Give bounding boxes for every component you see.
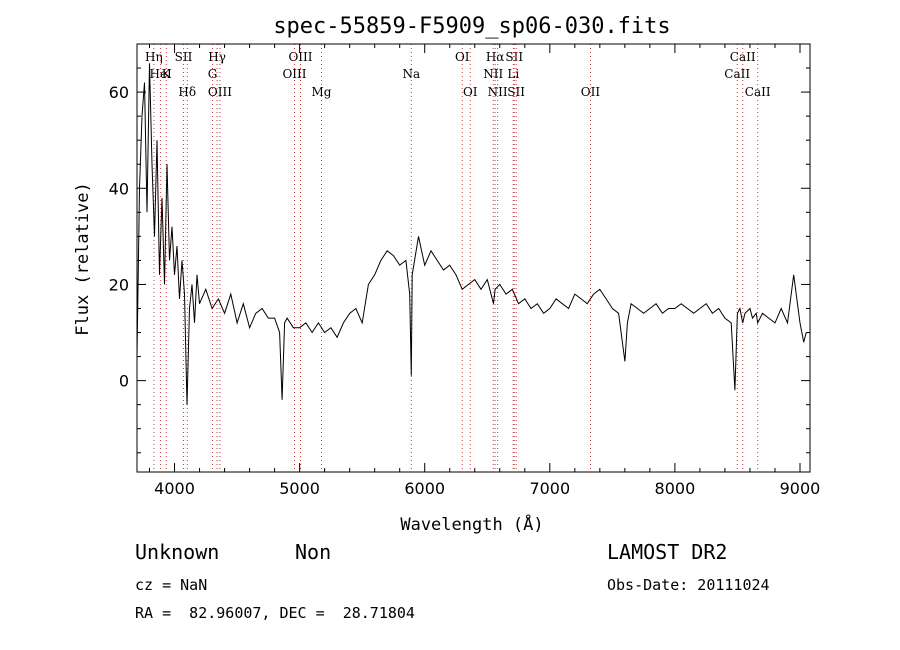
spectral-line-label: OI	[455, 50, 470, 64]
x-axis-label: Wavelength (Å)	[400, 513, 543, 535]
spectral-line-label: OIII	[208, 85, 232, 99]
observation-date: Obs-Date: 20111024	[607, 576, 770, 594]
x-tick-label: 4000	[154, 479, 195, 498]
spectral-line-label: OIII	[288, 50, 312, 64]
spectral-line-label: SII	[507, 85, 525, 99]
redshift-cz: cz = NaN	[135, 576, 208, 594]
chart-title: spec-55859-F5909_sp06-030.fits	[273, 14, 670, 39]
spectral-line-label: Hα	[486, 50, 505, 64]
spectral-line-label: K	[162, 67, 172, 81]
spectral-line-label: SII	[505, 50, 523, 64]
spectral-line-label: CaII	[730, 50, 756, 64]
spectral-line-label: NII	[483, 67, 503, 81]
y-axis-label: Flux (relative)	[73, 182, 93, 336]
spectral-line-label: Hδ	[178, 85, 196, 99]
x-tick-label: 6000	[404, 479, 445, 498]
spectral-line-label: OII	[581, 85, 601, 99]
coordinates-ra-dec: RA = 82.96007, DEC = 28.71804	[135, 604, 415, 622]
axes-layer: 4000 5000 6000 7000 8000 9000 0 20 40 60	[109, 43, 821, 498]
spectral-line-label: Na	[403, 67, 421, 81]
spectral-line-label: CaII	[724, 67, 750, 81]
spectral-line-label: OI	[463, 85, 478, 99]
survey-name: LAMOST DR2	[607, 540, 728, 564]
spectral-line-label: SII	[175, 50, 193, 64]
spectral-line-label: CaII	[745, 85, 771, 99]
spectral-line-label: Hγ	[208, 50, 226, 64]
spectral-line-label: Hη	[145, 50, 163, 64]
spectrum-series-line	[136, 63, 807, 405]
x-tick-label: 5000	[279, 479, 320, 498]
spectral-line-label: Li	[507, 67, 519, 81]
object-class: Unknown	[135, 540, 220, 564]
x-tick-label: 8000	[655, 479, 696, 498]
x-tick-label: 9000	[780, 479, 821, 498]
y-tick-label: 60	[109, 83, 129, 102]
y-tick-label: 40	[109, 179, 129, 198]
spectral-lines-layer: HηHeIKSIIHδHγGOIIIOIIIOIIIMgNaOIOIHαNIIN…	[145, 44, 771, 472]
spectral-line-label: OIII	[282, 67, 306, 81]
spectral-line-label: G	[208, 67, 218, 81]
series-layer	[136, 63, 807, 405]
spectral-line-label: HeI	[149, 67, 172, 81]
spectral-line-label: Mg	[312, 85, 332, 99]
spectral-line-label: NII	[488, 85, 508, 99]
y-tick-label: 20	[109, 275, 129, 294]
x-tick-label: 7000	[529, 479, 570, 498]
y-tick-label: 0	[119, 372, 129, 391]
object-subclass: Non	[295, 540, 332, 564]
plot-frame	[136, 43, 811, 473]
